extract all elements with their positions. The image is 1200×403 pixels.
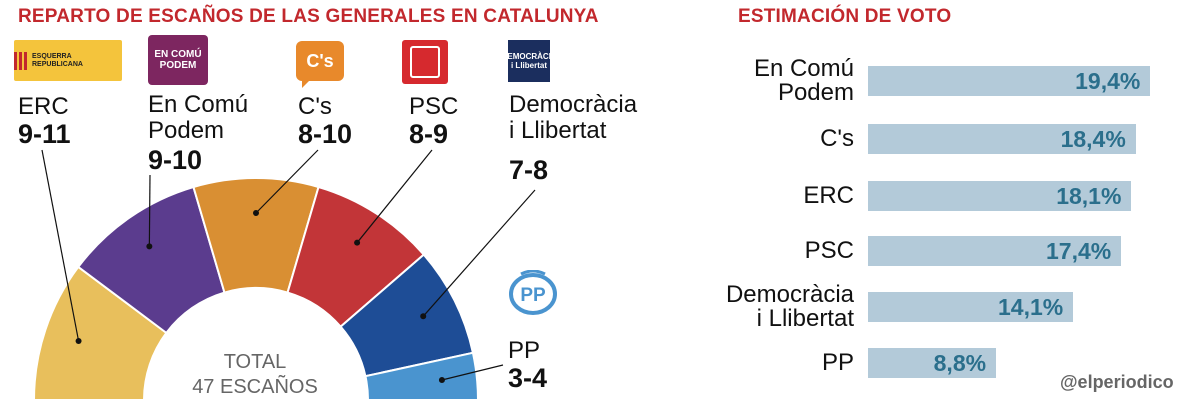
party-name-dil-line2: i Llibertat — [509, 117, 607, 144]
leader-line-erc — [41, 149, 80, 342]
vote-category-label: ERC — [803, 184, 854, 208]
vote-category-line: En Comú — [753, 55, 854, 82]
vote-category-line: Democràcia — [725, 281, 854, 308]
vote-category-label: En Comú Podem — [754, 57, 854, 105]
hemicycle-slice-pp — [364, 351, 480, 401]
vote-category-line: PSC — [804, 237, 854, 264]
seats-chart-title: REPARTO DE ESCAÑOS DE LAS GENERALES EN C… — [18, 6, 599, 27]
credit-label: @elperiodico — [1060, 372, 1174, 392]
vote-category-label: PP — [822, 351, 854, 375]
vote-bar — [868, 181, 1132, 211]
vote-value-label: 19,4% — [1075, 68, 1141, 94]
party-seats-pp: 3-4 — [508, 363, 548, 393]
vote-value-label: 18,1% — [1056, 183, 1122, 209]
vote-bar — [868, 292, 1074, 322]
vote-category-line: i Llibertat — [756, 305, 854, 332]
leader-line-pp — [441, 364, 504, 381]
vote-bar — [868, 66, 1151, 96]
leader-line-psc — [356, 149, 433, 244]
party-name-erc: ERC — [18, 93, 69, 120]
leader-dot-dil — [420, 313, 427, 320]
leader-dot-psc — [354, 239, 361, 246]
vote-value-label: 14,1% — [997, 294, 1064, 320]
vote-value-label: 18,4% — [1060, 126, 1126, 152]
vote-value-label: 17,4% — [1046, 238, 1112, 264]
party-seats-dil: 7-8 — [509, 155, 549, 185]
vote-category-label: PSC — [805, 239, 854, 263]
party-seats-cs: 8-10 — [298, 119, 353, 149]
democracia-llibertat-logo-icon: DEMOCRÀCIA i Llibertat — [502, 40, 557, 82]
vote-category-line: PP — [821, 349, 854, 376]
vote-bar — [868, 236, 1122, 266]
leader-line-cs — [255, 149, 319, 214]
party-seats-psc: 8-9 — [409, 119, 449, 149]
total-seats-label: TOTAL 47 ESCAÑOS — [170, 350, 340, 400]
party-seats-erc: 9-11 — [18, 119, 71, 149]
party-name-ecp-line2: Podem — [148, 117, 225, 144]
vote-category-line: Podem — [777, 79, 854, 106]
en-comu-podem-logo-icon: EN COMÚ PODEM — [148, 35, 208, 85]
vote-value-label: 8,8% — [933, 350, 987, 376]
leader-line-ecp — [148, 174, 151, 247]
cs-logo-icon: C's — [296, 41, 344, 88]
svg-text:PP: PP — [520, 285, 546, 306]
vote-category-line: C's — [820, 125, 854, 152]
party-name-cs: C's — [298, 93, 332, 120]
vote-bar — [868, 124, 1136, 154]
vote-bar — [868, 348, 997, 378]
erc-logo-text: ESQUERRA REPUBLICANA — [32, 52, 83, 68]
ecp-logo-text: EN COMÚ PODEM — [154, 49, 202, 71]
party-name-ecp-line1: En Comú — [148, 91, 249, 118]
leader-dot-pp — [438, 377, 445, 384]
leader-dot-cs — [253, 210, 259, 216]
vote-category-label: C's — [820, 127, 854, 151]
psc-logo-icon — [402, 40, 448, 84]
cs-logo-text: C's — [306, 50, 334, 71]
leader-line-dil — [422, 189, 536, 317]
total-line-2: 47 ESCAÑOS — [192, 376, 318, 398]
vote-category-label: Democràcia i Llibertat — [726, 283, 854, 331]
party-seats-ecp: 9-10 — [148, 145, 203, 175]
dil-logo-text: DEMOCRÀCIA i Llibertat — [501, 52, 557, 70]
party-name-dil-line1: Democràcia — [509, 91, 638, 118]
vote-category-line: ERC — [803, 182, 854, 209]
pp-logo-icon: PP — [507, 270, 559, 316]
party-name-psc: PSC — [409, 93, 459, 120]
total-line-1: TOTAL — [223, 351, 287, 373]
leader-dot-erc — [75, 337, 82, 344]
party-name-pp: PP — [508, 337, 541, 364]
leader-dot-ecp — [146, 243, 153, 250]
erc-logo-icon: ESQUERRA REPUBLICANA — [14, 40, 122, 81]
vote-chart-title: ESTIMACIÓN DE VOTO — [738, 6, 952, 27]
